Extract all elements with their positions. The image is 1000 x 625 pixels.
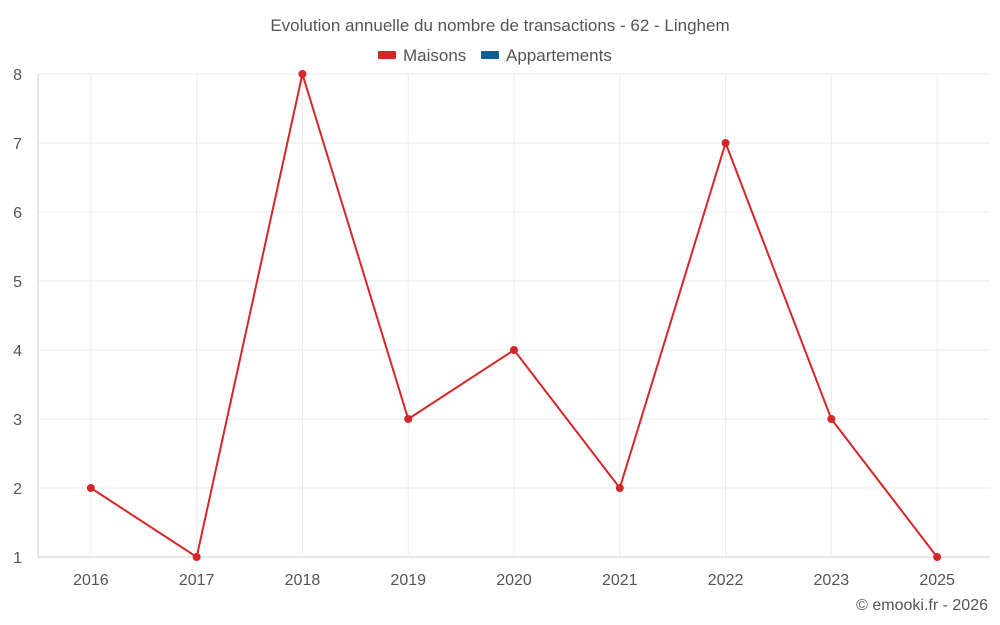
legend: Maisons Appartements <box>378 46 612 65</box>
legend-swatch-maisons <box>378 51 396 59</box>
legend-item-appartements[interactable]: Appartements <box>481 46 612 65</box>
x-tick-label: 2019 <box>390 572 426 589</box>
legend-label-maisons: Maisons <box>403 46 466 65</box>
x-tick-label: 2016 <box>73 572 109 589</box>
data-point-maisons-2022[interactable] <box>721 139 730 147</box>
y-tick-label: 4 <box>13 343 22 360</box>
x-tick-label: 2017 <box>179 572 215 589</box>
x-axis-ticks: 2016 2017 2018 2019 2020 2021 2022 2023 2025 <box>73 572 955 589</box>
x-tick-label: 2023 <box>814 572 850 589</box>
legend-label-appartements: Appartements <box>506 46 612 65</box>
data-point-maisons-2018[interactable] <box>298 70 307 78</box>
y-axis-ticks: 1 2 3 4 5 6 7 8 <box>13 67 22 567</box>
x-tick-label: 2020 <box>496 572 532 589</box>
legend-swatch-appartements <box>481 51 499 59</box>
data-point-maisons-2016[interactable] <box>86 484 95 492</box>
x-tick-label: 2021 <box>602 572 638 589</box>
y-tick-label: 2 <box>13 481 22 498</box>
data-point-maisons-2023[interactable] <box>827 415 836 423</box>
y-tick-label: 6 <box>13 205 22 222</box>
y-tick-label: 5 <box>13 274 22 291</box>
x-tick-label: 2022 <box>708 572 744 589</box>
y-tick-label: 7 <box>13 136 22 153</box>
legend-item-maisons[interactable]: Maisons <box>378 46 466 65</box>
series <box>86 70 942 561</box>
gridlines <box>38 73 990 557</box>
y-tick-label: 1 <box>13 550 22 567</box>
data-point-maisons-2019[interactable] <box>404 415 413 423</box>
data-point-maisons-2020[interactable] <box>510 346 518 354</box>
credit-text: © emooki.fr - 2026 <box>856 597 988 614</box>
y-tick-label: 3 <box>13 412 22 429</box>
chart-title: Evolution annuelle du nombre de transact… <box>270 16 729 35</box>
data-point-maisons-2025[interactable] <box>933 553 942 561</box>
x-tick-label: 2018 <box>285 572 321 589</box>
data-point-maisons-2021[interactable] <box>615 484 624 492</box>
x-tick-label: 2025 <box>919 572 955 589</box>
data-point-maisons-2017[interactable] <box>192 553 201 561</box>
y-tick-label: 8 <box>13 67 22 84</box>
